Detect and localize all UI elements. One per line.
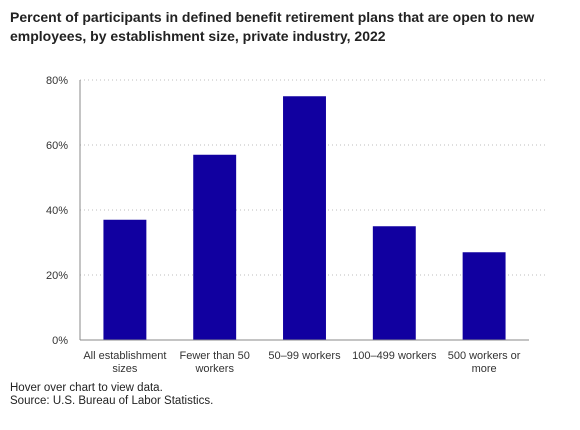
y-tick-label: 60% bbox=[46, 140, 68, 152]
x-tick-label: All establishment sizes bbox=[83, 350, 166, 375]
bar[interactable] bbox=[193, 154, 237, 340]
x-tick-label: 500 workers or more bbox=[448, 350, 521, 375]
chart-title: Percent of participants in defined benef… bbox=[10, 9, 535, 44]
y-tick-label: 0% bbox=[52, 335, 68, 347]
bar[interactable] bbox=[462, 252, 506, 340]
source-note: Source: U.S. Bureau of Labor Statistics. bbox=[10, 395, 214, 407]
x-tick-label: 50–99 workers bbox=[268, 350, 341, 362]
bar[interactable] bbox=[103, 219, 147, 340]
bars bbox=[103, 96, 506, 340]
x-tick-label: Fewer than 50 workers bbox=[180, 350, 250, 375]
bar[interactable] bbox=[283, 96, 326, 340]
y-tick-label: 80% bbox=[46, 75, 68, 87]
y-axis: 0% 20% 40% 60% 80% bbox=[46, 75, 81, 347]
bar[interactable] bbox=[372, 226, 416, 340]
x-axis: All establishment sizes Fewer than 50 worke… bbox=[80, 339, 529, 375]
chart-footer: Hover over chart to view data. Source: U… bbox=[10, 382, 213, 408]
y-tick-label: 40% bbox=[46, 205, 68, 217]
x-tick-label: 100–499 workers bbox=[352, 350, 437, 362]
hover-note: Hover over chart to view data. bbox=[10, 382, 163, 394]
y-tick-label: 20% bbox=[46, 270, 68, 282]
